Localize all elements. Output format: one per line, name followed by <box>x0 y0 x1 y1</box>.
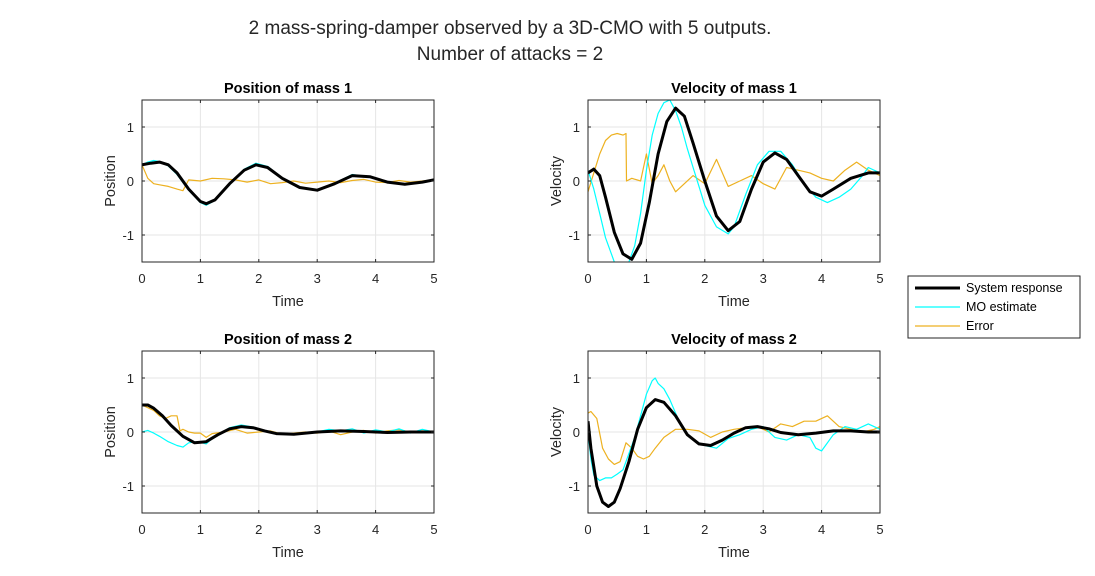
y-tick-label: 1 <box>127 120 134 135</box>
series-group <box>142 403 434 448</box>
y-tick-label: -1 <box>122 228 134 243</box>
y-axis-label: Velocity <box>549 406 565 457</box>
y-tick-label: 1 <box>127 371 134 386</box>
series-line-error <box>588 132 880 193</box>
legend-label-mo-estimate: MO estimate <box>966 300 1037 314</box>
y-tick-label: -1 <box>568 479 580 494</box>
series-line-system-response <box>588 106 880 261</box>
x-tick-label: 1 <box>197 522 204 537</box>
x-tick-label: 0 <box>138 271 145 286</box>
x-tick-label: 1 <box>643 522 650 537</box>
figure-title-line-2: Number of attacks = 2 <box>416 44 604 65</box>
x-tick-label: 4 <box>372 271 379 286</box>
x-tick-label: 1 <box>197 271 204 286</box>
x-tick-label: 5 <box>876 522 883 537</box>
y-axis-label: Position <box>103 155 119 207</box>
y-tick-label: 0 <box>573 425 580 440</box>
x-tick-label: 3 <box>314 522 321 537</box>
y-axis-label: Position <box>103 406 119 458</box>
subplot-title: Position of mass 2 <box>224 332 352 348</box>
x-tick-label: 2 <box>701 522 708 537</box>
x-tick-label: 4 <box>818 522 825 537</box>
x-axis-label: Time <box>272 294 304 310</box>
y-tick-label: 0 <box>573 174 580 189</box>
series-group <box>142 159 434 206</box>
x-tick-label: 3 <box>314 271 321 286</box>
x-tick-label: 2 <box>255 522 262 537</box>
y-tick-label: 1 <box>573 371 580 386</box>
series-line-error <box>588 410 880 465</box>
x-tick-label: 5 <box>430 271 437 286</box>
x-axis-label: Time <box>272 545 304 561</box>
subplot-title: Velocity of mass 2 <box>671 332 797 348</box>
x-axis-label: Time <box>718 545 750 561</box>
legend-label-error: Error <box>966 319 994 333</box>
subplot-position-mass-1: 0 1 2 3 4 5 -1 0 1 Position of mass 1 Time Position <box>103 81 438 310</box>
subplot-velocity-mass-1: 0 1 2 3 4 5 -1 0 1 Velocity of mass 1 Time Velocity <box>549 81 884 310</box>
y-tick-label: -1 <box>122 479 134 494</box>
y-axis-label: Velocity <box>549 155 565 206</box>
series-group <box>588 377 880 508</box>
series-line-mo-estimate <box>588 170 615 262</box>
subplot-velocity-mass-2: 0 1 2 3 4 5 -1 0 1 Velocity of mass 2 Time Velocity <box>549 332 884 561</box>
legend: System response MO estimate Error <box>907 275 1081 339</box>
x-tick-label: 3 <box>760 271 767 286</box>
x-tick-label: 4 <box>372 522 379 537</box>
series-line-error <box>142 164 434 192</box>
subplot-title: Position of mass 1 <box>224 81 352 97</box>
subplot-title: Velocity of mass 1 <box>671 81 797 97</box>
series-group <box>588 100 880 262</box>
figure-title-line-1: 2 mass-spring-damper observed by a 3D-CM… <box>248 18 772 39</box>
x-tick-label: 4 <box>818 271 825 286</box>
y-tick-label: 0 <box>127 425 134 440</box>
legend-label-system-response: System response <box>966 281 1063 295</box>
x-tick-label: 0 <box>584 271 591 286</box>
series-line-mo-estimate-2 <box>628 100 880 262</box>
x-tick-label: 0 <box>584 522 591 537</box>
x-tick-label: 2 <box>255 271 262 286</box>
x-tick-label: 5 <box>430 522 437 537</box>
x-tick-label: 0 <box>138 522 145 537</box>
series-line-system-response <box>142 403 434 445</box>
x-tick-label: 5 <box>876 271 883 286</box>
series-line-system-response <box>142 160 434 206</box>
series-line-system-response <box>588 398 880 508</box>
y-tick-label: 1 <box>573 120 580 135</box>
subplot-position-mass-2: 0 1 2 3 4 5 -1 0 1 Position of mass 2 Time Position <box>103 332 438 561</box>
x-tick-label: 1 <box>643 271 650 286</box>
x-tick-label: 3 <box>760 522 767 537</box>
x-tick-label: 2 <box>701 271 708 286</box>
x-axis-label: Time <box>718 294 750 310</box>
y-tick-label: -1 <box>568 228 580 243</box>
y-tick-label: 0 <box>127 174 134 189</box>
